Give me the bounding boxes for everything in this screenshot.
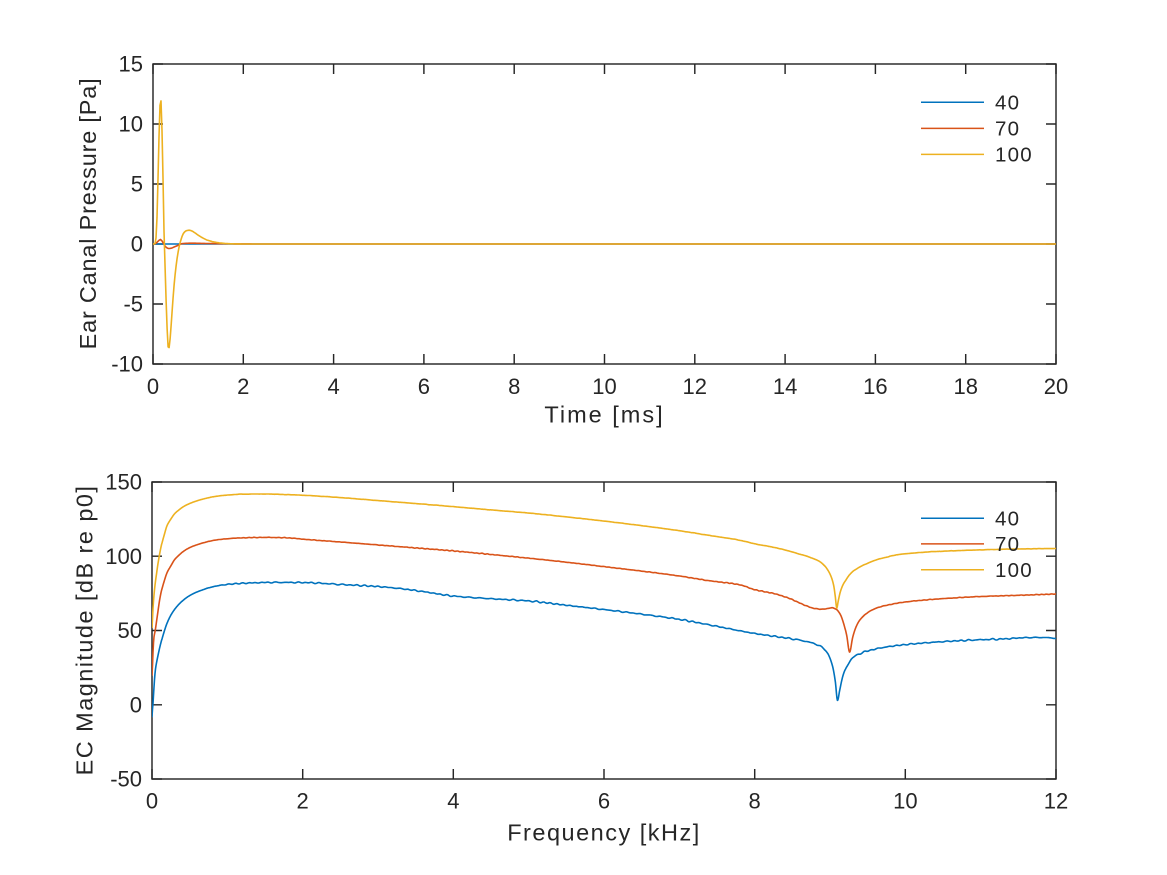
svg-text:0: 0 (131, 232, 143, 257)
svg-text:100: 100 (995, 559, 1033, 582)
svg-text:0: 0 (146, 789, 158, 814)
svg-text:12: 12 (683, 374, 707, 399)
svg-text:40: 40 (995, 508, 1020, 531)
svg-text:8: 8 (508, 374, 520, 399)
svg-text:-10: -10 (111, 352, 143, 377)
svg-text:12: 12 (1044, 789, 1068, 814)
svg-text:0: 0 (130, 692, 142, 717)
svg-text:70: 70 (995, 118, 1020, 141)
svg-text:6: 6 (418, 374, 430, 399)
svg-text:-5: -5 (123, 292, 143, 317)
svg-text:4: 4 (447, 789, 459, 814)
svg-text:100: 100 (105, 544, 142, 569)
svg-text:50: 50 (118, 618, 142, 643)
svg-text:100: 100 (995, 144, 1033, 167)
svg-text:20: 20 (1044, 374, 1068, 399)
svg-text:14: 14 (773, 374, 797, 399)
svg-text:Time [ms]: Time [ms] (544, 402, 664, 428)
svg-text:150: 150 (105, 470, 142, 495)
svg-text:10: 10 (592, 374, 616, 399)
svg-text:4: 4 (327, 374, 339, 399)
svg-text:0: 0 (147, 374, 159, 399)
svg-text:16: 16 (863, 374, 887, 399)
svg-text:Ear Canal Pressure [Pa]: Ear Canal Pressure [Pa] (75, 78, 101, 350)
svg-text:40: 40 (995, 92, 1020, 115)
svg-text:70: 70 (995, 533, 1020, 556)
svg-text:6: 6 (598, 789, 610, 814)
svg-text:Frequency [kHz]: Frequency [kHz] (507, 820, 701, 846)
svg-text:-50: -50 (110, 767, 142, 792)
svg-text:5: 5 (131, 172, 143, 197)
svg-text:15: 15 (119, 52, 143, 77)
svg-text:2: 2 (297, 789, 309, 814)
svg-text:8: 8 (749, 789, 761, 814)
svg-text:2: 2 (237, 374, 249, 399)
svg-text:10: 10 (119, 112, 143, 137)
svg-text:EC Magnitude [dB re p0]: EC Magnitude [dB re p0] (72, 485, 98, 776)
svg-text:10: 10 (893, 789, 917, 814)
svg-text:18: 18 (953, 374, 977, 399)
